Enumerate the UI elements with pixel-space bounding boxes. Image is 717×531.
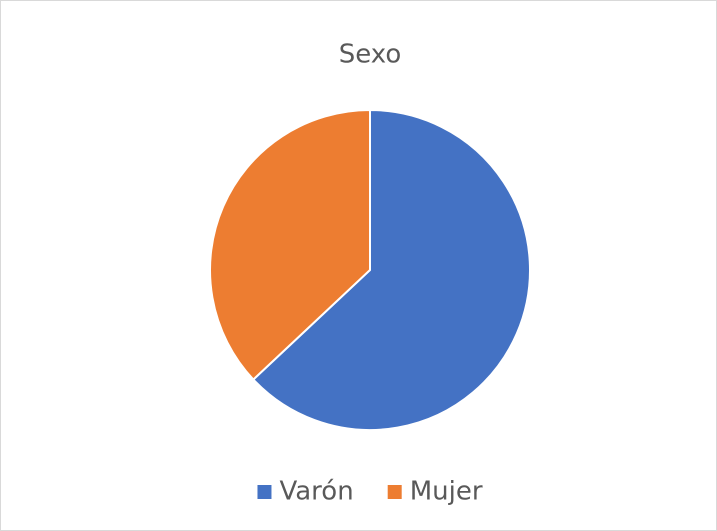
legend-swatch [387, 485, 402, 499]
legend-label: Varón [279, 477, 353, 507]
pie-slice [251, 108, 531, 431]
chart-title: Sexo [339, 40, 402, 70]
pie-slice [209, 108, 371, 381]
legend-label: Mujer [410, 477, 483, 507]
legend-swatch [257, 485, 272, 499]
